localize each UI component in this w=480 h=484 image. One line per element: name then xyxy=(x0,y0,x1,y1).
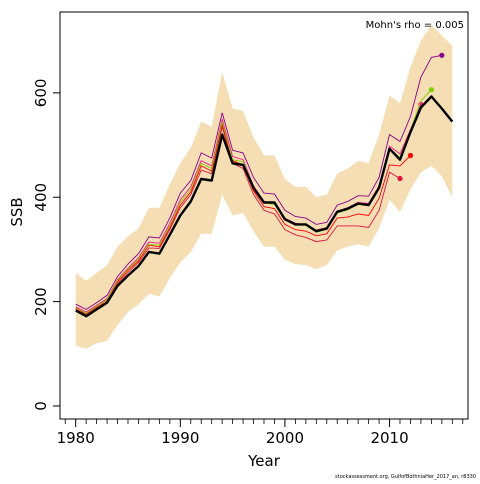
mohns-rho-annotation: Mohn's rho = 0.005 xyxy=(366,20,464,31)
y-tick-label: 400 xyxy=(32,183,50,212)
peel-endpoint-1 xyxy=(397,175,403,182)
peel-endpoint-4 xyxy=(428,87,434,93)
x-tick-label: 2000 xyxy=(266,429,304,447)
x-axis-label: Year xyxy=(247,452,281,470)
x-tick-label: 1980 xyxy=(57,429,95,447)
y-tick-label: 600 xyxy=(32,79,50,108)
source-credit: stockassessment.org, GulfofBothniaHer_20… xyxy=(335,474,476,480)
y-tick-label: 200 xyxy=(32,287,50,316)
confidence-band-layer xyxy=(75,25,453,349)
confidence-band xyxy=(75,25,453,349)
y-tick-label: 0 xyxy=(32,401,50,411)
x-tick-label: 2010 xyxy=(370,429,408,447)
base-series-layer xyxy=(75,95,454,318)
base-series-line xyxy=(75,95,454,318)
peel-line-3 xyxy=(75,104,422,313)
x-axis: 1980 1990 2000 2010 xyxy=(57,419,464,447)
peel-line-5 xyxy=(75,54,442,310)
peel-endpoint-5 xyxy=(439,52,445,58)
peel-line-1 xyxy=(75,126,401,316)
x-tick-label: 1990 xyxy=(161,429,199,447)
y-axis: 0 200 400 600 xyxy=(32,79,60,411)
y-axis-label: SSB xyxy=(8,197,26,226)
peel-endpoint-2 xyxy=(407,152,414,159)
